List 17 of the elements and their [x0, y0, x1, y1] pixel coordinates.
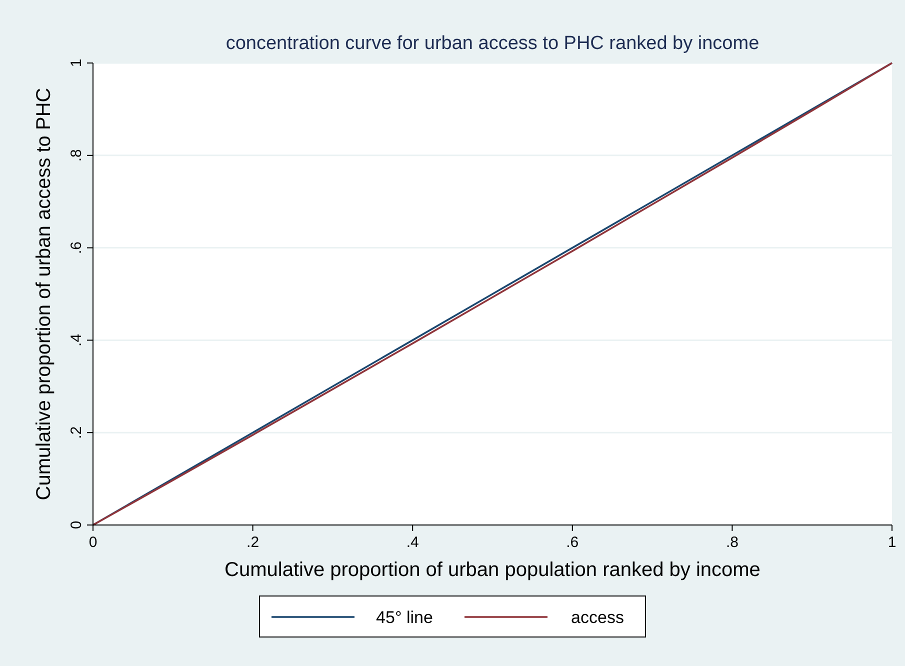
- y-axis-title: Cumulative proportion of urban access to PHC: [33, 88, 55, 500]
- y-tick-label: .4: [68, 334, 85, 346]
- y-tick-label: .6: [68, 242, 85, 254]
- x-tick-label: 1: [888, 534, 896, 551]
- x-axis-title: Cumulative proportion of urban population ranked by income: [224, 559, 760, 581]
- x-tick-label: .6: [566, 534, 579, 551]
- chart-title: concentration curve for urban access to PHC ranked by income: [226, 33, 760, 54]
- x-tick-label: .8: [726, 534, 738, 551]
- legend-label: 45° line: [376, 608, 433, 627]
- y-tick-label: 0: [68, 520, 85, 530]
- y-tick-label: 1: [68, 58, 85, 68]
- y-tick-label: .2: [68, 426, 85, 439]
- x-tick-label: .4: [406, 534, 419, 551]
- x-tick-label: .2: [246, 534, 260, 551]
- x-tick-label: 0: [88, 534, 98, 551]
- y-tick-label: .8: [68, 149, 85, 162]
- legend-label: access: [571, 608, 624, 627]
